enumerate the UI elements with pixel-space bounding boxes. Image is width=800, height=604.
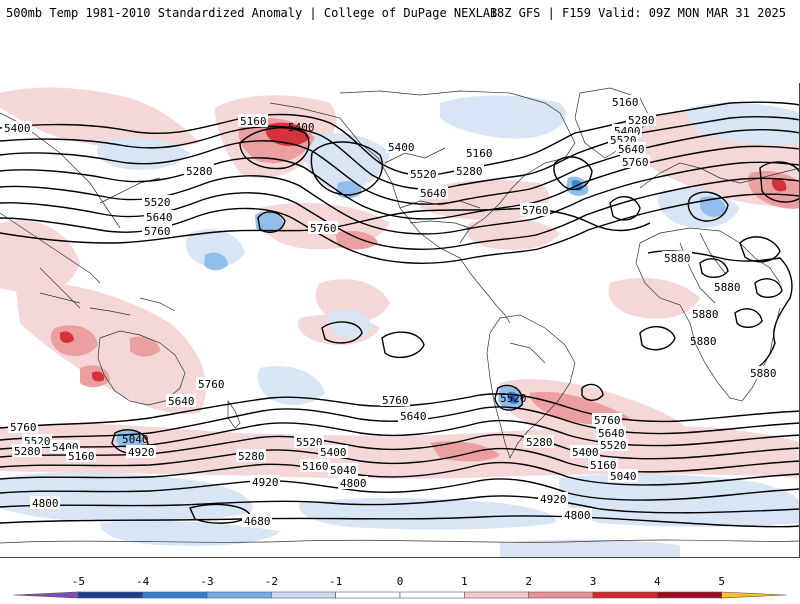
- colorbar-swatch: [528, 591, 594, 599]
- colorbar-swatches: [13, 591, 787, 599]
- colorbar-tick-label: 0: [397, 575, 404, 588]
- contour-label: 5760: [622, 156, 649, 169]
- contour-label: 5040: [330, 464, 357, 477]
- colorbar-swatch: [13, 591, 79, 599]
- colorbar-tick-label: 1: [461, 575, 468, 588]
- contour-label: 5280: [526, 436, 553, 449]
- contour-label: 5760: [522, 204, 549, 217]
- colorbar-swatch: [592, 591, 658, 599]
- contour-label: 5640: [598, 427, 625, 440]
- colorbar-swatch: [657, 591, 722, 599]
- contour-label: 5280: [628, 114, 655, 127]
- contour-label: 5280: [14, 445, 41, 458]
- contour-label: 5640: [168, 395, 195, 408]
- contour-label: 4920: [128, 446, 155, 459]
- contour-label: 5520: [600, 439, 627, 452]
- contour-label: 5760: [310, 222, 337, 235]
- colorbar-swatch: [142, 591, 208, 599]
- colorbar-swatch: [464, 591, 529, 599]
- contour-label: 5760: [198, 378, 225, 391]
- colorbar-swatch: [399, 591, 465, 599]
- colorbar-tick-labels: -5 -4 -3 -2 -1 0 1 2 3 4 5: [72, 575, 725, 588]
- colorbar-swatch: [206, 591, 272, 599]
- colorbar-tick-label: -4: [136, 575, 150, 588]
- contour-label: 5760: [10, 421, 37, 434]
- contour-label: 4800: [340, 477, 367, 490]
- contour-label: 5520: [296, 436, 323, 449]
- anomaly-map: 5400 5160 5400 5280 5520 5640 5760 5760 …: [0, 83, 800, 558]
- colorbar-tick-label: -3: [200, 575, 213, 588]
- contour-label: 5280: [456, 165, 483, 178]
- colorbar-swatch: [271, 591, 336, 599]
- contour-label: 5640: [400, 410, 427, 423]
- colorbar-swatch: [721, 591, 787, 599]
- contour-labels: 5400 5160 5400 5280 5520 5640 5760 5760 …: [2, 95, 778, 528]
- contour-label: 5520: [410, 168, 437, 181]
- contour-label: 5520: [500, 392, 527, 405]
- contour-label: 4680: [244, 515, 271, 528]
- contour-label: 5160: [240, 115, 267, 128]
- contour-label: 5400: [572, 446, 599, 459]
- contour-label: 5760: [594, 414, 621, 427]
- contour-label: 5160: [68, 450, 95, 463]
- contour-label: 5880: [692, 308, 719, 321]
- colorbar-tick-label: 5: [718, 575, 725, 588]
- contour-label: 5160: [612, 96, 639, 109]
- colorbar-tick-label: -2: [265, 575, 278, 588]
- contour-label: 5880: [750, 367, 777, 380]
- contour-label: 5640: [618, 143, 645, 156]
- contour-label: 5160: [590, 459, 617, 472]
- colorbar-swatch: [335, 591, 401, 599]
- contour-label: 5760: [382, 394, 409, 407]
- contour-label: 5040: [610, 470, 637, 483]
- model-valid-time: 18Z GFS | F159 Valid: 09Z MON MAR 31 202…: [489, 6, 786, 20]
- contour-label: 4800: [32, 497, 59, 510]
- contour-label: 5880: [714, 281, 741, 294]
- contour-label: 5760: [144, 225, 171, 238]
- contour-label: 4800: [564, 509, 591, 522]
- colorbar-swatch: [78, 591, 143, 599]
- colorbar-tick-label: 2: [525, 575, 532, 588]
- contour-label: 5280: [238, 450, 265, 463]
- contour-label: 4920: [540, 493, 567, 506]
- contour-label: 5160: [466, 147, 493, 160]
- contour-label: 5400: [4, 122, 31, 135]
- colorbar-tick-label: -5: [72, 575, 85, 588]
- contour-label: 5520: [144, 196, 171, 209]
- contour-label: 4920: [252, 476, 279, 489]
- contour-label: 5280: [186, 165, 213, 178]
- contour-label: 5640: [146, 211, 173, 224]
- contour-label: 5400: [320, 446, 347, 459]
- map-title: 500mb Temp 1981-2010 Standardized Anomal…: [6, 6, 498, 20]
- colorbar-tick-label: 3: [590, 575, 597, 588]
- contour-label: 5640: [420, 187, 447, 200]
- contour-label: 5160: [302, 460, 329, 473]
- colorbar-tick-label: 4: [654, 575, 661, 588]
- contour-label: 5880: [690, 335, 717, 348]
- contour-label: 5400: [388, 141, 415, 154]
- contour-label: 5400: [288, 121, 315, 134]
- contour-label: 5040: [122, 433, 149, 446]
- colorbar: -5 -4 -3 -2 -1 0 1 2 3 4 5: [0, 572, 800, 600]
- colorbar-tick-label: -1: [329, 575, 342, 588]
- contour-label: 5880: [664, 252, 691, 265]
